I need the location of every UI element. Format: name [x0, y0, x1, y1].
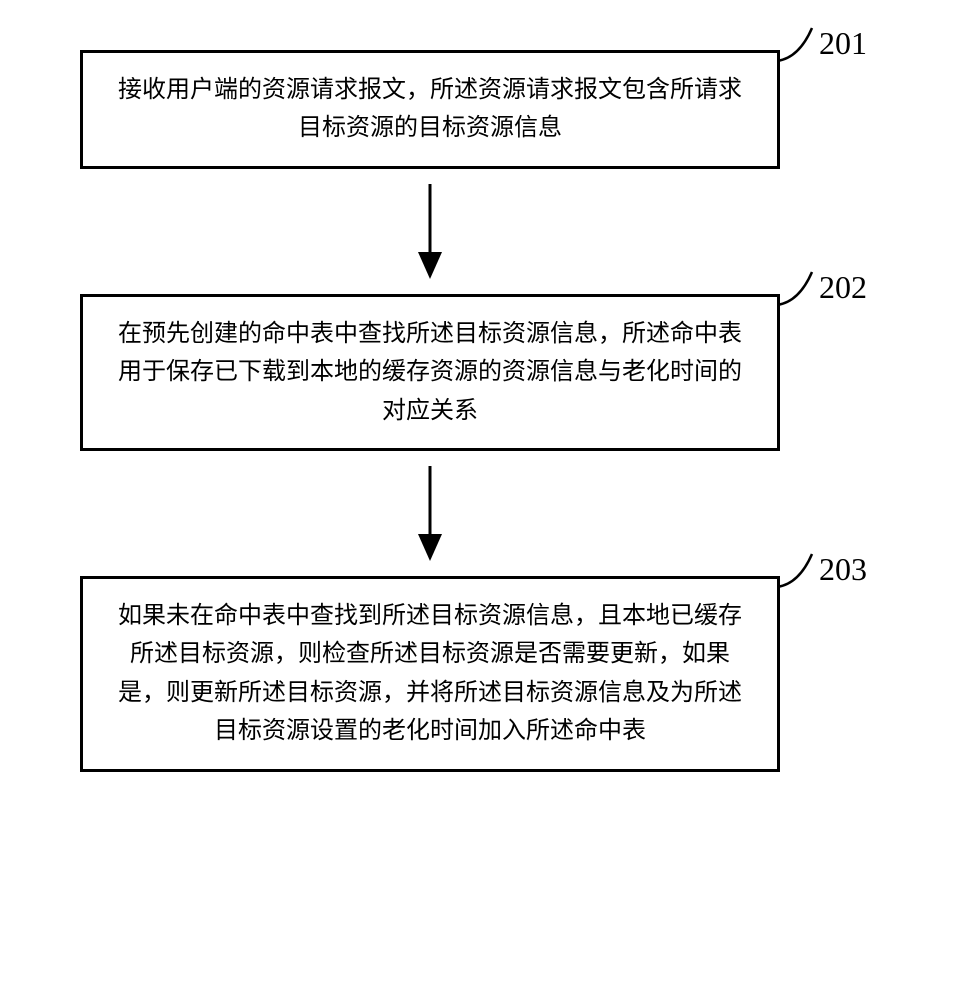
step-box-203: 203 如果未在命中表中查找到所述目标资源信息，且本地已缓存所述目标资源，则检查…	[80, 576, 780, 772]
label-curve-202	[777, 267, 822, 307]
step-label-203: 203	[819, 544, 867, 595]
step-label-201: 201	[819, 18, 867, 69]
step-label-202: 202	[819, 262, 867, 313]
step-text-201: 接收用户端的资源请求报文，所述资源请求报文包含所请求目标资源的目标资源信息	[113, 71, 747, 148]
step-text-203: 如果未在命中表中查找到所述目标资源信息，且本地已缓存所述目标资源，则检查所述目标…	[113, 597, 747, 751]
arrow-2	[80, 451, 780, 576]
label-curve-203	[777, 549, 822, 589]
arrow-1	[80, 169, 780, 294]
step-box-202: 202 在预先创建的命中表中查找所述目标资源信息，所述命中表用于保存已下载到本地…	[80, 294, 780, 451]
label-curve-201	[777, 23, 822, 63]
flowchart-container: 201 接收用户端的资源请求报文，所述资源请求报文包含所请求目标资源的目标资源信…	[80, 50, 880, 772]
step-text-202: 在预先创建的命中表中查找所述目标资源信息，所述命中表用于保存已下载到本地的缓存资…	[113, 315, 747, 430]
step-box-201: 201 接收用户端的资源请求报文，所述资源请求报文包含所请求目标资源的目标资源信…	[80, 50, 780, 169]
